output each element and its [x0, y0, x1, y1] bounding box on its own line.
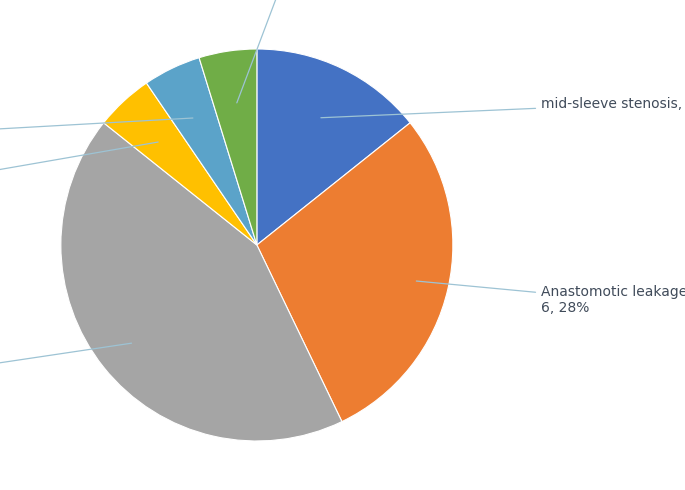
Text: mid-sleeve stenosis, 3, 14%: mid-sleeve stenosis, 3, 14%: [321, 97, 685, 118]
Wedge shape: [147, 58, 257, 245]
Text: hemorrhagic
complications, 9, 43%: hemorrhagic complications, 9, 43%: [0, 343, 132, 393]
Wedge shape: [103, 83, 257, 245]
Wedge shape: [61, 123, 342, 441]
Text: Anastomotic leakage,
6, 28%: Anastomotic leakage, 6, 28%: [416, 281, 685, 315]
Wedge shape: [257, 123, 453, 421]
Wedge shape: [257, 49, 410, 245]
Text: respiratory failure, 1, 5%: respiratory failure, 1, 5%: [0, 118, 193, 142]
Wedge shape: [199, 49, 257, 245]
Text: trocar hernia, 1, 5%: trocar hernia, 1, 5%: [0, 142, 158, 193]
Text: rhabdomyolysis, 1, 5%: rhabdomyolysis, 1, 5%: [201, 0, 360, 103]
